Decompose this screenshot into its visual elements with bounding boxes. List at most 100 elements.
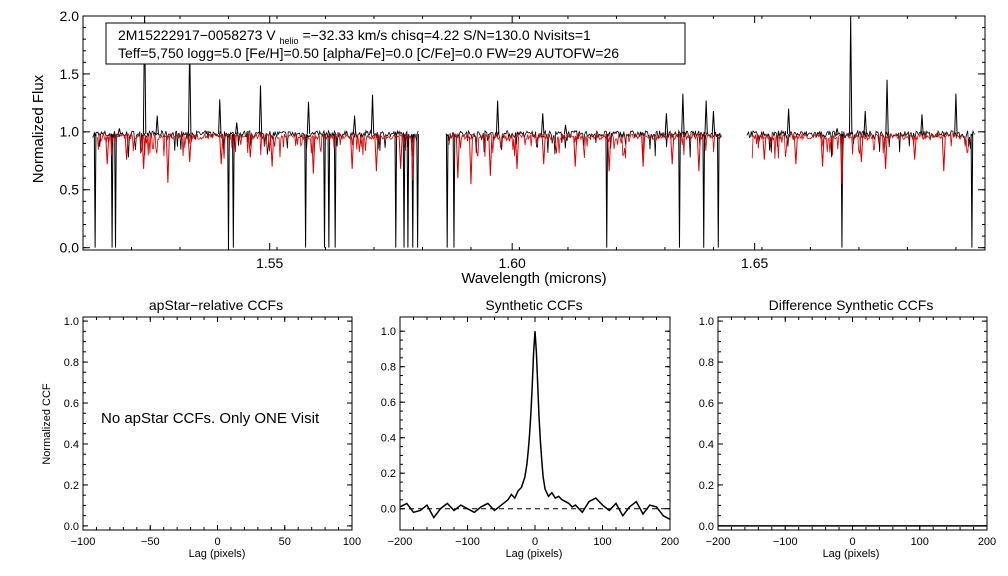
observed-emission-spike (306, 101, 311, 135)
spectrum-y-tick-label: 1.5 (60, 66, 80, 82)
difference-ccf-y-tick-label: 0.2 (699, 480, 714, 492)
model-absorption-line (883, 136, 888, 169)
synthetic-ccf-y-tick-label: 0.6 (381, 397, 396, 409)
model-spectrum-series (97, 132, 970, 184)
observed-emission-spike (370, 94, 375, 135)
difference-ccf-y-tick-label: 0.0 (699, 521, 714, 533)
apstar-ccf-y-tick-label: 0.0 (64, 521, 79, 533)
spectrum-x-tick-label: 1.55 (256, 255, 283, 271)
observed-emission-spike (155, 115, 159, 135)
apstar-ccf-x-tick-label: 50 (279, 536, 291, 548)
model-absorption-line (488, 136, 493, 176)
model-absorption-line (124, 136, 129, 160)
model-absorption-line (165, 136, 170, 183)
model-absorption-line (455, 136, 460, 179)
observed-bad-pixel-drop (970, 134, 974, 248)
observed-emission-spike (235, 122, 239, 135)
spectrum-annotation-box: 2M15222917−0058273 V helio =−32.33 km/s … (105, 22, 686, 65)
model-absorption-line (105, 136, 110, 165)
difference-ccf-x-tick-label: 200 (978, 536, 996, 548)
observed-bad-pixel-drop (716, 134, 720, 248)
observed-emission-spike (954, 93, 958, 135)
observed-emission-spike (786, 108, 791, 135)
model-absorption-line (839, 136, 844, 184)
observed-emission-spike (664, 113, 669, 135)
synthetic-ccf-y-tick-label: 0.8 (381, 362, 396, 374)
model-absorption-line (311, 136, 316, 174)
difference-ccf-title: Difference Synthetic CCFs (769, 297, 934, 313)
model-absorption-line (793, 136, 798, 165)
apstar-ccf-x-tick-label: −50 (141, 536, 160, 548)
difference-ccf-y-tick-label: 0.8 (699, 357, 714, 369)
observed-bad-pixel-drop (402, 134, 406, 248)
synthetic-ccf-y-tick-label: 0.2 (381, 468, 396, 480)
observed-emission-spike (835, 128, 839, 135)
synthetic-ccf-y-tick-label: 1.0 (381, 326, 396, 338)
observed-bad-pixel-drop (605, 134, 609, 248)
synthetic-ccf-x-tick-label: 200 (661, 536, 679, 548)
annotation-frame (105, 22, 686, 65)
apstar-ccf-x-axis-label: Lag (pixels) (189, 548, 246, 560)
model-absorption-line (670, 136, 675, 165)
observed-emission-spike (863, 110, 867, 135)
observed-bad-pixel-drop (327, 134, 331, 248)
observed-emission-spike (218, 99, 222, 135)
observed-emission-spike (711, 110, 716, 135)
observed-emission-spike (704, 100, 708, 135)
synthetic-ccf-x-tick-label: −200 (388, 536, 413, 548)
synthetic-ccf-y-tick-label: 0.0 (381, 504, 396, 516)
synthetic-ccf-x-tick-label: 0 (532, 536, 538, 548)
difference-ccf-y-tick-label: 1.0 (699, 316, 714, 328)
difference-ccf-x-tick-label: 100 (911, 536, 929, 548)
model-absorption-line (607, 136, 612, 172)
model-absorption-line (641, 136, 646, 167)
observed-emission-spike (920, 114, 924, 135)
synthetic-ccf-title: Synthetic CCFs (485, 297, 582, 313)
observed-bad-pixel-drop (110, 134, 114, 248)
model-absorption-line (941, 136, 946, 172)
model-absorption-line (696, 136, 701, 172)
apstar-ccf-panel: apStar−relative CCFs Normalized CCF Lag … (41, 297, 361, 560)
difference-ccf-x-tick-label: 0 (849, 536, 855, 548)
apstar-ccf-message: No apStar CCFs. Only ONE Visit (101, 410, 320, 427)
synthetic-ccf-panel: Synthetic CCFs Lag (pixels) −200 −100 0 100… (381, 297, 679, 560)
model-absorption-line (820, 136, 825, 167)
model-absorption-line (859, 136, 864, 162)
observed-bad-pixel-drop (702, 134, 706, 248)
apstar-ccf-x-tick-label: 0 (214, 536, 220, 548)
model-absorption-line (515, 136, 520, 169)
observed-emission-spike (541, 113, 545, 135)
spectrum-y-tick-label: 2.0 (60, 8, 80, 24)
difference-ccf-y-tick-label: 0.6 (699, 398, 714, 410)
synthetic-ccf-y-tick-label: 0.4 (381, 433, 396, 445)
model-absorption-line (541, 136, 546, 165)
observed-bad-pixel-drop (323, 134, 326, 248)
spectrum-y-axis-label: Normalized Flux (30, 74, 47, 183)
observed-bad-pixel-drop (333, 134, 337, 248)
difference-ccf-y-tick-label: 0.4 (699, 439, 714, 451)
apstar-ccf-y-tick-label: 0.2 (64, 480, 79, 492)
apstar-ccf-y-tick-label: 0.6 (64, 398, 79, 410)
apstar-ccf-x-tick-label: 100 (343, 536, 361, 548)
model-absorption-line (398, 136, 403, 169)
observed-bad-pixel-drop (232, 134, 235, 248)
observed-bad-pixel-drop (93, 134, 97, 248)
apstar-ccf-y-tick-label: 1.0 (64, 316, 79, 328)
observed-emission-spike (885, 79, 889, 135)
apstar-ccf-y-axis-label: Normalized CCF (41, 383, 53, 465)
observed-bad-pixel-drop (416, 134, 419, 248)
synthetic-ccf-plot-frame (399, 316, 671, 531)
apstar-ccf-y-tick-label: 0.4 (64, 439, 79, 451)
observed-emission-spike (848, 16, 853, 135)
spectrum-panel: Normalized Flux Wavelength (microns) 1.5… (30, 8, 986, 287)
apstar-ccf-x-tick-label: −100 (71, 536, 96, 548)
annotation-line-1: 2M15222917−0058273 V helio =−32.33 km/s … (118, 27, 591, 47)
model-absorption-line (141, 136, 146, 169)
observed-emission-spike (495, 100, 500, 135)
observed-bad-pixel-drop (445, 134, 449, 248)
model-absorption-line (410, 136, 415, 181)
spectrum-x-tick-label: 1.60 (499, 255, 526, 271)
observed-emission-spike (352, 115, 357, 135)
model-absorption-line (270, 136, 275, 167)
